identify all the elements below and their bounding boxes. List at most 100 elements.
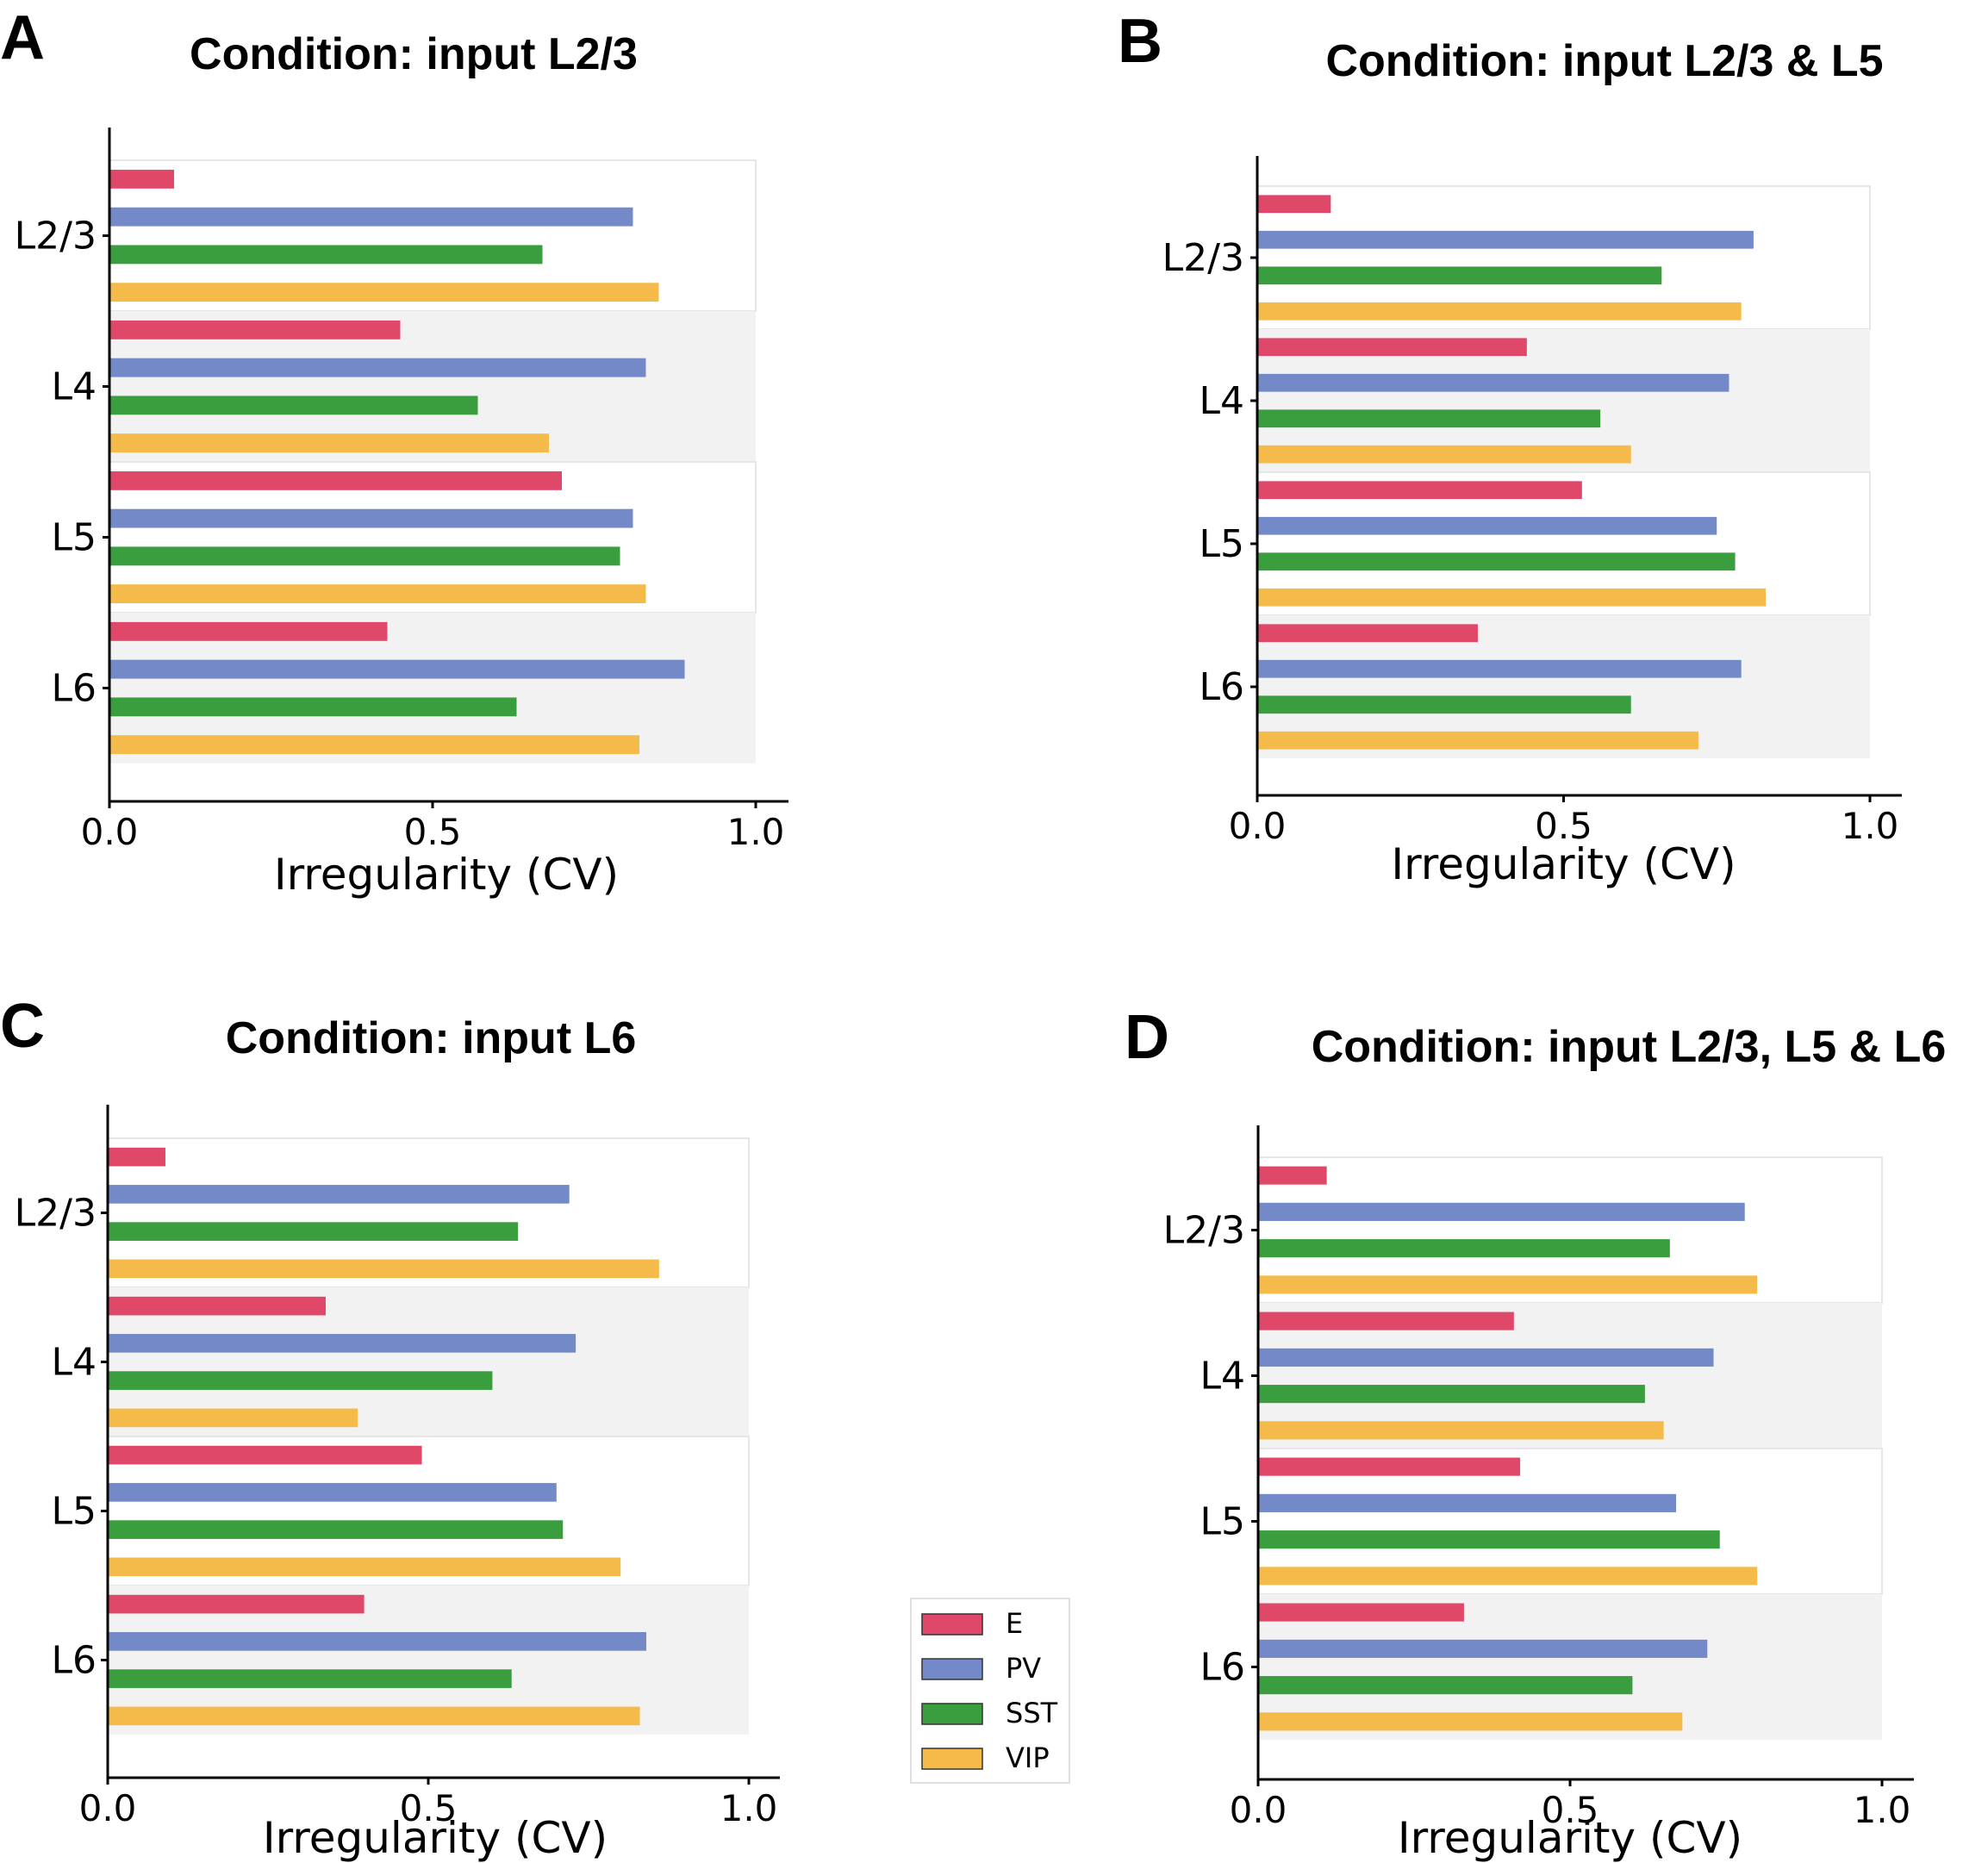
- x-tick-label: 1.0: [1854, 1789, 1911, 1831]
- bar-vip-l4: [108, 1408, 358, 1428]
- legend-label-pv: PV: [1006, 1652, 1041, 1685]
- x-tick-label: 0.0: [81, 811, 139, 853]
- y-tick-label: L6: [1200, 1646, 1245, 1690]
- bar-vip-l4: [1257, 445, 1631, 464]
- bar-vip-l2-3: [108, 1259, 659, 1279]
- bar-e-l5: [109, 470, 562, 490]
- bar-sst-l5: [109, 546, 620, 566]
- legend-swatch-sst: [921, 1703, 983, 1725]
- bar-e-l6: [1258, 1603, 1464, 1622]
- legend-swatch-e: [921, 1613, 983, 1636]
- bar-pv-l5: [109, 508, 633, 528]
- panel-letter: D: [1125, 1003, 1169, 1072]
- bar-pv-l2-3: [1258, 1202, 1745, 1221]
- bar-vip-l5: [1257, 588, 1767, 607]
- bar-sst-l2-3: [109, 245, 543, 265]
- panel-d: D Condition: input L2/3, L5 & L6 L2/3 L4 L5 L…: [1125, 1003, 1946, 1863]
- bar-sst-l6: [1258, 1676, 1633, 1695]
- bar-e-l6: [108, 1594, 365, 1614]
- bar-sst-l5: [1258, 1530, 1720, 1549]
- legend-label-sst: SST: [1006, 1697, 1058, 1729]
- bar-e-l6: [109, 621, 388, 641]
- bar-sst-l6: [1257, 695, 1631, 714]
- chart-title: Condition: input L2/3: [190, 29, 638, 79]
- y-tick-label: L5: [1200, 1500, 1245, 1544]
- bar-vip-l5: [1258, 1567, 1758, 1586]
- bar-pv-l5: [1258, 1493, 1677, 1512]
- legend-label-vip: VIP: [1006, 1742, 1050, 1774]
- x-tick-label: 0.5: [1535, 805, 1592, 847]
- panel-letter: B: [1118, 7, 1162, 76]
- y-tick-label: L2/3: [15, 1192, 97, 1236]
- y-tick-label: L4: [1199, 379, 1244, 423]
- bar-pv-l4: [1257, 373, 1729, 392]
- bar-vip-l6: [108, 1706, 640, 1726]
- y-tick-label: L5: [51, 516, 97, 560]
- x-tick-label: 1.0: [1842, 805, 1899, 847]
- bar-vip-l2-3: [109, 283, 659, 302]
- x-axis-label: Irregularity (CV): [274, 850, 619, 900]
- bar-pv-l2-3: [109, 207, 633, 227]
- bar-e-l6: [1257, 624, 1478, 643]
- legend-label-e: E: [1006, 1607, 1023, 1640]
- bar-e-l5: [108, 1445, 422, 1465]
- bar-sst-l2-3: [1258, 1239, 1670, 1258]
- bar-pv-l6: [1257, 659, 1742, 678]
- bar-sst-l2-3: [1257, 266, 1662, 285]
- x-tick-label: 0.5: [1542, 1789, 1599, 1831]
- bar-sst-l5: [1257, 552, 1736, 571]
- y-tick-label: L4: [51, 1341, 97, 1385]
- bar-pv-l6: [109, 659, 685, 679]
- x-tick-label: 0.5: [404, 811, 462, 853]
- y-tick-label: L2/3: [1162, 236, 1244, 280]
- y-tick-label: L2/3: [1163, 1209, 1245, 1253]
- x-axis-label: Irregularity (CV): [1391, 839, 1736, 889]
- bar-vip-l6: [109, 735, 639, 755]
- bar-pv-l6: [108, 1632, 646, 1651]
- chart-title: Condition: input L6: [226, 1013, 637, 1063]
- bar-sst-l5: [108, 1520, 564, 1539]
- chart-title: Condition: input L2/3 & L5: [1325, 36, 1883, 86]
- y-tick-label: L6: [51, 1639, 97, 1683]
- x-tick-label: 1.0: [727, 811, 785, 853]
- bar-pv-l5: [108, 1483, 557, 1502]
- bar-e-l2-3: [109, 169, 174, 189]
- bar-vip-l2-3: [1257, 302, 1742, 321]
- bar-pv-l4: [108, 1334, 576, 1353]
- x-axis-label: Irregularity (CV): [263, 1813, 608, 1863]
- y-tick-label: L6: [51, 667, 97, 711]
- bar-sst-l4: [1257, 409, 1601, 428]
- bar-pv-l2-3: [108, 1185, 570, 1204]
- chart-title: Condition: input L2/3, L5 & L6: [1312, 1022, 1947, 1072]
- legend-swatch-vip: [921, 1748, 983, 1770]
- legend: E PV SST VIP: [910, 1598, 1070, 1784]
- bar-e-l4: [109, 320, 401, 340]
- y-tick-label: L2/3: [15, 215, 97, 259]
- y-tick-label: L4: [1200, 1355, 1245, 1399]
- x-tick-label: 0.5: [400, 1787, 458, 1829]
- bar-sst-l4: [1258, 1385, 1645, 1404]
- bar-e-l4: [108, 1296, 326, 1316]
- bar-sst-l6: [108, 1669, 512, 1688]
- bar-e-l2-3: [1257, 195, 1331, 214]
- x-tick-label: 0.0: [79, 1787, 137, 1829]
- bar-e-l4: [1257, 338, 1527, 357]
- bar-sst-l6: [109, 697, 517, 717]
- bar-e-l2-3: [108, 1147, 165, 1167]
- bar-vip-l6: [1258, 1712, 1683, 1731]
- bar-pv-l5: [1257, 516, 1717, 535]
- x-tick-label: 1.0: [720, 1787, 778, 1829]
- y-tick-label: L4: [51, 365, 97, 409]
- bar-sst-l4: [109, 396, 478, 415]
- bar-e-l5: [1258, 1457, 1521, 1476]
- panel-a: A Condition: input L2/3 L2/3 L4 L5 L6 0.0 0.5 1.…: [0, 3, 788, 900]
- x-axis-label: Irregularity (CV): [1398, 1813, 1742, 1863]
- bar-vip-l2-3: [1258, 1275, 1758, 1294]
- bar-sst-l4: [108, 1371, 493, 1390]
- bar-e-l5: [1257, 481, 1582, 500]
- bar-vip-l4: [1258, 1421, 1664, 1440]
- panel-letter: C: [0, 992, 45, 1061]
- x-tick-label: 0.0: [1230, 1789, 1287, 1831]
- bar-pv-l4: [1258, 1348, 1714, 1367]
